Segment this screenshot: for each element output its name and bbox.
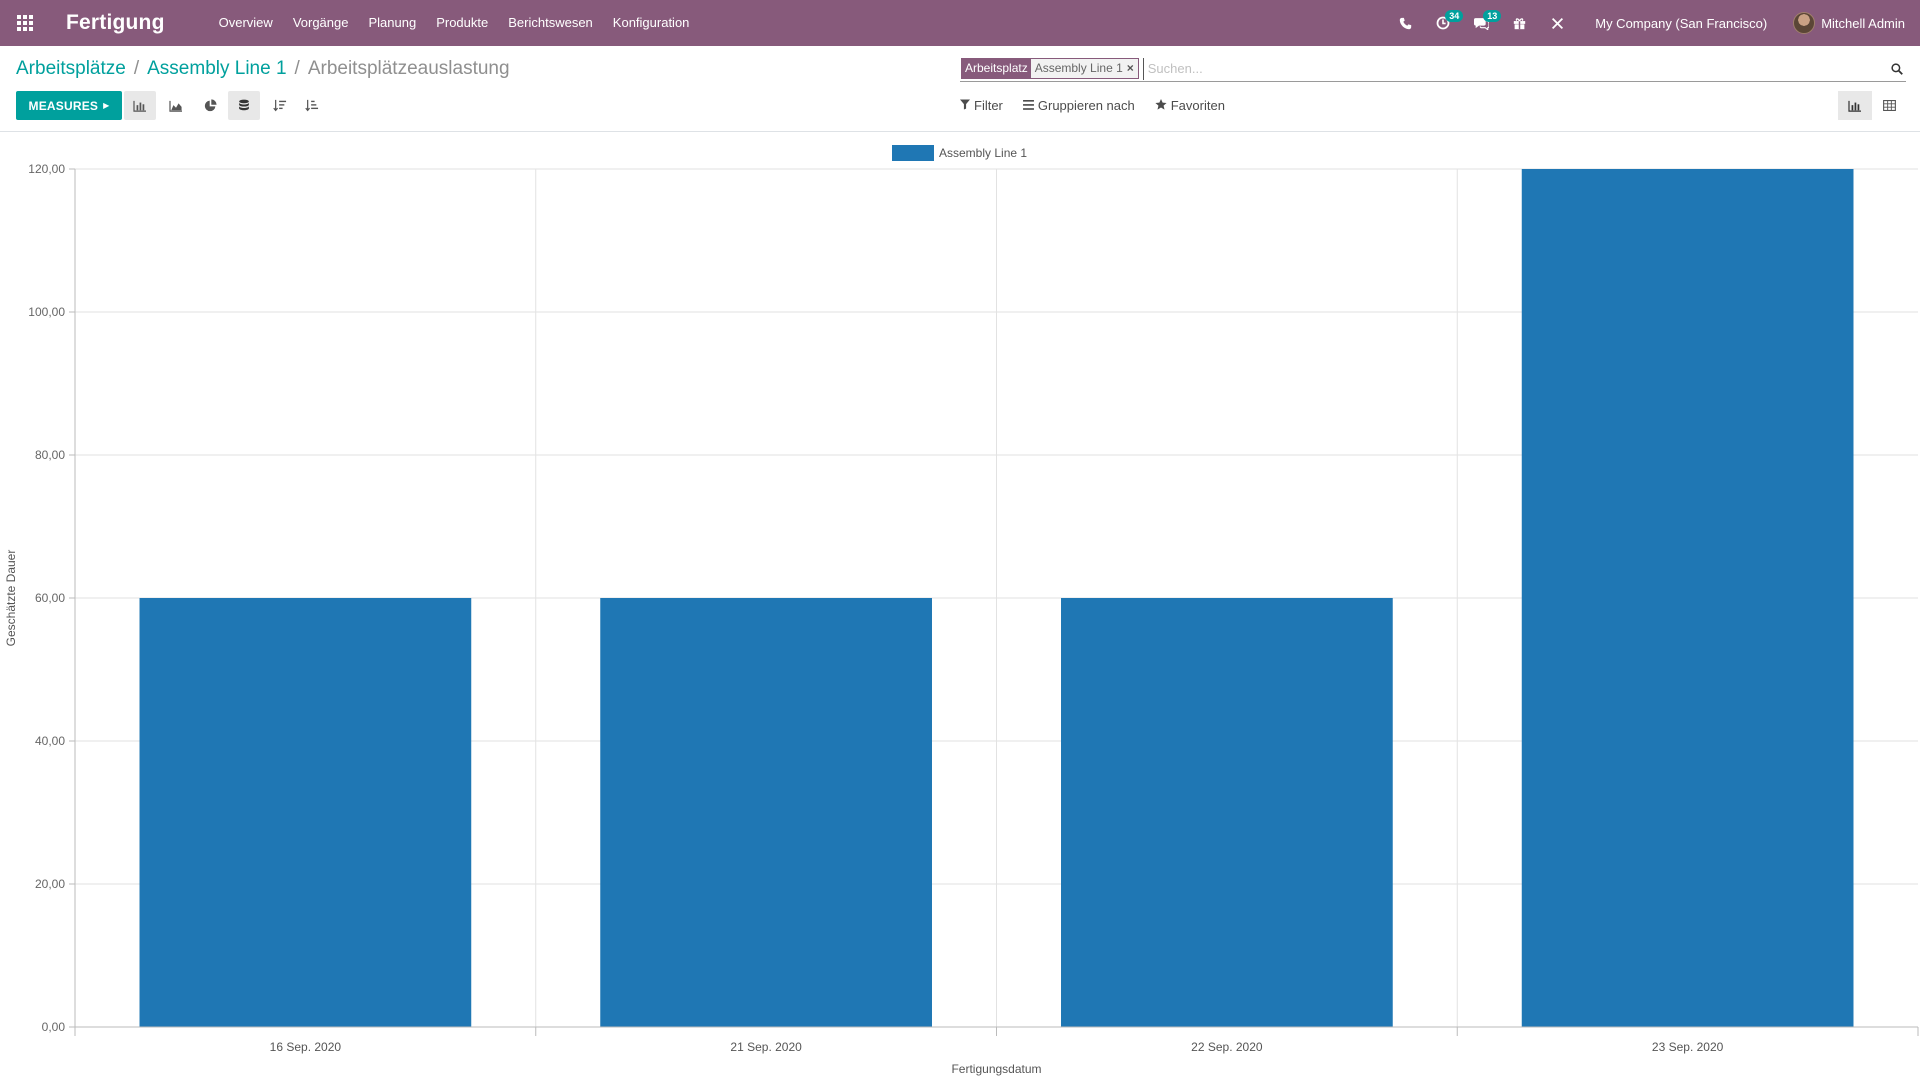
sort-ascending-button[interactable] [296,91,328,120]
facet-value: Assembly Line 1 [1030,59,1127,78]
graph-view-button[interactable] [1838,91,1872,120]
x-tick-label: 21 Sep. 2020 [730,1040,802,1054]
line-chart-mode-button[interactable] [160,91,192,120]
main-menu: Overview Vorgänge Planung Produkte Beric… [209,0,700,46]
y-tick-label: 60,00 [35,591,65,605]
x-tick-label: 22 Sep. 2020 [1191,1040,1263,1054]
pie-chart-mode-button[interactable] [194,91,226,120]
bar[interactable] [1521,169,1854,1027]
star-icon [1155,98,1167,113]
x-tick-label: 23 Sep. 2020 [1652,1040,1724,1054]
filter-dropdown[interactable]: Filter [960,98,1003,113]
breadcrumb: Arbeitsplätze / Assembly Line 1 / Arbeit… [16,56,510,82]
menu-item-planung[interactable]: Planung [368,15,417,30]
bar-chart-icon [1848,100,1861,112]
apps-grid-icon[interactable] [0,0,50,46]
menu-item-produkte[interactable]: Produkte [436,15,489,30]
bar[interactable] [139,598,472,1027]
graph-view: 0,00 20,00 40,00 60,00 80,00 100,00 120,00 16 S… [0,133,1920,1080]
facet-label: Arbeitsplatz [962,59,1031,78]
favorites-label: Favoriten [1170,98,1225,113]
filter-icon [960,99,970,113]
pie-chart-icon [204,99,217,112]
breadcrumb-assembly-line[interactable]: Assembly Line 1 [147,58,287,79]
search-bar: Arbeitsplatz Assembly Line 1 × [960,56,1906,82]
measures-button[interactable]: MEASURES ▶ [16,91,122,120]
bar[interactable] [600,598,932,1027]
chat-icon[interactable]: 13 [1469,0,1502,46]
activity-count-badge: 34 [1445,10,1464,22]
y-tick-label: 100,00 [28,305,65,319]
phone-icon[interactable] [1393,0,1417,46]
navbar-systray: 34 13 My Company (San Francisco) Mitchel… [1379,0,1920,46]
database-stack-icon [239,99,249,111]
search-options: Filter Gruppieren nach Favoriten [960,91,1245,120]
page-title: Arbeitsplätzeauslastung [307,58,510,79]
debug-tools-icon[interactable] [1545,0,1569,46]
control-panel: Arbeitsplätze / Assembly Line 1 / Arbeit… [0,46,1920,132]
bar[interactable] [1061,598,1393,1027]
pivot-view-button[interactable] [1872,91,1906,120]
y-tick-label: 120,00 [28,162,65,176]
groupby-label: Gruppieren nach [1037,98,1135,113]
menu-item-berichtswesen[interactable]: Berichtswesen [508,15,593,30]
x-axis-title: Fertigungsdatum [951,1062,1041,1076]
breadcrumb-separator: / [294,58,300,79]
y-tick-label: 80,00 [35,448,65,462]
activity-clock-icon[interactable]: 34 [1431,0,1464,46]
list-icon [1022,99,1034,113]
search-facet[interactable]: Arbeitsplatz Assembly Line 1 × [961,58,1139,79]
breadcrumb-separator: / [133,58,140,79]
bar-chart-icon [133,100,146,112]
stacked-toggle-button[interactable] [228,91,260,120]
sort-descending-button[interactable] [264,91,296,120]
top-navbar: Fertigung Overview Vorgänge Planung Prod… [0,0,1920,46]
groupby-dropdown[interactable]: Gruppieren nach [1022,98,1135,113]
message-count-badge: 13 [1483,10,1502,22]
gift-icon[interactable] [1507,0,1531,46]
table-icon [1882,100,1896,111]
facet-remove-icon[interactable]: × [1126,59,1138,78]
y-tick-label: 20,00 [35,877,65,891]
breadcrumb-arbeitsplaetze[interactable]: Arbeitsplätze [16,58,126,79]
menu-item-konfiguration[interactable]: Konfiguration [612,15,690,30]
bar-chart: 0,00 20,00 40,00 60,00 80,00 100,00 120,00 16 S… [4,145,1919,1076]
y-tick-label: 40,00 [35,734,65,748]
avatar[interactable] [1793,12,1816,34]
legend-label[interactable]: Assembly Line 1 [939,146,1027,160]
measures-label: MEASURES [28,98,99,113]
legend-swatch[interactable] [892,145,934,161]
menu-item-vorgaenge[interactable]: Vorgänge [292,15,349,30]
filter-label: Filter [974,98,1003,113]
x-tick-label: 16 Sep. 2020 [270,1040,342,1054]
company-switcher[interactable]: My Company (San Francisco) [1595,15,1768,31]
y-axis-title: Geschätzte Dauer [4,550,18,647]
sort-descending-icon [273,99,287,112]
y-tick-label: 0,00 [42,1020,66,1034]
user-menu[interactable]: Mitchell Admin [1821,15,1905,31]
bar-chart-mode-button[interactable] [124,91,156,120]
search-icon[interactable] [1888,58,1906,80]
search-input[interactable] [1142,57,1888,80]
menu-item-overview[interactable]: Overview [218,15,273,30]
sort-ascending-icon [305,99,319,112]
caret-right-icon: ▶ [103,101,110,110]
area-chart-icon [169,100,182,112]
favorites-dropdown[interactable]: Favoriten [1155,98,1225,113]
app-title[interactable]: Fertigung [66,11,165,34]
